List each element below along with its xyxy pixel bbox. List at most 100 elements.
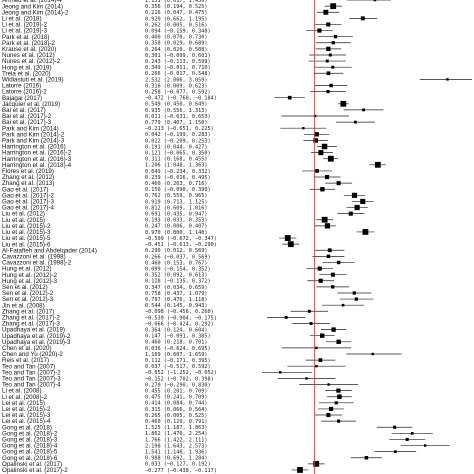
effect-ci-text: 0.112 (−0.171, 0.395)	[145, 358, 211, 364]
study-row: Gao et al. (2017)-4 0.812 (0.609, 1.016)	[2, 205, 368, 212]
study-label: Liu et al. (2015)-6	[2, 241, 51, 248]
study-label: Zhang et al. (2017)	[2, 308, 54, 315]
effect-size-marker	[328, 406, 334, 412]
effect-size-marker	[364, 455, 369, 460]
study-row: Gong et al. (2018) 1.525 (1.187, 1.863)	[2, 424, 413, 431]
effect-ci-text: 0.460 (0.153, 0.767)	[145, 260, 207, 266]
effect-size-marker	[353, 120, 357, 124]
study-label: Jeong and Kim (2014)-2	[2, 9, 69, 16]
study-label: Chen and Yu (2020)-2	[2, 351, 63, 358]
effect-size-marker	[371, 352, 374, 356]
effect-ci-text: −0.472 (−0.760, −0.184)	[145, 96, 217, 102]
study-row: Hung et al. (2012)-2 0.352 (0.092, 0.613)	[2, 272, 347, 279]
study-label: Nunes et al. (2012)-2	[2, 58, 61, 65]
study-row: Trela et al. (2020) 0.266 (−0.017, 0.548)	[2, 70, 344, 77]
effect-ci-text: 0.118 (−0.135, 0.372)	[145, 279, 211, 285]
study-label: Nunes et al. (2012)	[2, 52, 55, 59]
effect-size-marker	[318, 358, 323, 362]
effect-ci-text: 0.358 (0.029, 0.689)	[145, 41, 207, 47]
study-label: Harrington et al. (2016)-3	[2, 156, 72, 163]
study-label: Gong et al. (2018)-4	[2, 443, 58, 450]
study-label: Liu et al. (2012)	[2, 211, 45, 218]
study-row: Zhang et al. (2017)-3 −0.066 (−0.424, 0.2…	[2, 321, 330, 328]
effect-size-marker	[326, 254, 331, 259]
study-row: Cavazzoni et al. (1998)-2 0.460 (0.153, 0…	[2, 260, 355, 267]
effect-ci-text: 1.206 (1.048, 1.363)	[145, 163, 207, 169]
study-label: Upadhaya et al. (2019)-2	[2, 333, 71, 340]
effect-size-marker	[336, 388, 341, 393]
effect-size-marker	[336, 260, 341, 265]
study-row: Jeong and Kim (2014)-2 0.216 (0.047, 0.47…	[2, 9, 340, 16]
study-label: Zhang et al. (2012)	[2, 174, 54, 181]
effect-ci-text: 0.099 (−0.154, 0.352)	[145, 266, 211, 272]
effect-size-marker	[374, 161, 381, 168]
study-label: Zhang et al. (2017)-2	[2, 314, 60, 321]
effect-size-marker	[331, 41, 335, 45]
study-label: Bai et al. (2017)-3	[2, 119, 52, 126]
effect-ci-text: 0.037 (−0.517, 0.592)	[145, 364, 211, 370]
study-label: Zhang et al. (2017)-3	[2, 321, 60, 328]
study-row: Sen et al. (2012)-3 0.797 (0.476, 1.118)	[2, 296, 374, 303]
study-label: Lei et al. (2015)	[2, 400, 45, 407]
effect-size-marker	[354, 297, 358, 301]
effect-ci-text: 0.812 (0.609, 1.016)	[145, 205, 207, 211]
study-row: Li et al. (2008) 0.455 (0.201, 0.709)	[2, 388, 352, 395]
effect-size-marker	[327, 155, 334, 162]
effect-ci-text: 0.919 (0.713, 1.125)	[145, 199, 207, 205]
study-label: Li et al. (2008)	[2, 388, 42, 395]
study-row: Gong et al. (2018)-2 1.862 (1.470, 2.254)	[2, 430, 433, 437]
study-label: Harrington et al. (2016)	[2, 144, 66, 151]
effect-ci-text: 1.766 (1.422, 2.111)	[145, 437, 207, 443]
study-row: Liu et al. (2015)-5 −0.509 (−0.672, −0.34…	[2, 235, 297, 242]
study-row: Li et al. (2018) 0.920 (0.662, 1.195)	[2, 15, 378, 22]
study-label: Liu et al. (2015)-3	[2, 229, 51, 236]
effect-ci-text: 0.094 (−0.159, 0.348)	[145, 28, 211, 34]
study-label: Latorre (2016)	[2, 83, 41, 90]
study-label: Gong et al. (2018)	[2, 424, 52, 431]
effect-size-marker	[287, 241, 294, 248]
effect-ci-text: 0.460 (0.203, 0.716)	[145, 181, 207, 187]
effect-ci-text: 1.541 (1.146, 1.936)	[145, 450, 207, 456]
study-row: Harrington et al. (2016)-3 0.311 (0.168, …	[2, 155, 339, 163]
study-label: Park et al. (2018)	[2, 34, 49, 41]
effect-size-marker	[317, 266, 322, 271]
study-label: Al-Fatafteh and Abdelqader (2014)	[2, 247, 97, 254]
study-row: Cavazzoni et al. (1998) 0.266 (−0.037, 0.…	[2, 253, 345, 260]
effect-ci-text: 0.264 (0.020, 0.508)	[145, 47, 207, 53]
effect-ci-text: 0.316 (0.009, 0.623)	[145, 83, 207, 89]
study-label: Liu et al. (2015)-5	[2, 235, 51, 242]
effect-size-marker	[307, 309, 311, 313]
effect-ci-text: 0.475 (0.241, 0.709)	[145, 395, 207, 401]
study-row: Gong et al. (2018)-5 1.541 (1.146, 1.936)	[2, 449, 417, 456]
study-label: Cavazzoni et al. (1998)	[2, 253, 66, 260]
effect-size-marker	[340, 100, 347, 107]
study-row: Li et al. (2019)-2 0.262 (0.005, 0.516)	[2, 22, 342, 29]
effect-ci-text: 0.022 (−0.209, 0.253)	[145, 138, 211, 144]
study-row: Liu et al. (2012) 0.691 (0.435, 0.947)	[2, 211, 365, 218]
effect-ci-text: 0.691 (0.435, 0.947)	[145, 212, 207, 218]
study-label: Teo and Tan (2007)-4	[2, 382, 61, 389]
study-label: Li et al. (2019)-2	[2, 22, 48, 29]
study-row: Li et al. (2019)-3 0.094 (−0.159, 0.348)	[2, 28, 333, 35]
study-label: Sen et al. (2012)-3	[2, 296, 54, 303]
effect-size-marker	[313, 138, 318, 143]
study-label: Cavazzoni et al. (1998)-2	[2, 260, 72, 267]
effect-ci-text: 0.265 (0.005, 0.525)	[145, 413, 207, 419]
effect-size-marker	[302, 127, 305, 130]
effect-ci-text: 0.460 (0.218, 0.701)	[145, 340, 207, 346]
study-row: Upadhaya et al. (2019)-2 0.147 (−0.091, 0…	[2, 333, 335, 340]
study-label: Gao et al. (2017)	[2, 186, 48, 193]
effect-ci-text: 0.042 (−0.199, 0.283)	[145, 132, 211, 138]
study-label: Park and Kim (2014)-3	[2, 138, 65, 145]
study-row: Bajagai (2017) −0.472 (−0.760, −0.184)	[2, 95, 305, 102]
effect-size-marker	[321, 216, 328, 223]
effect-ci-text: 0.270 (−0.290, 0.830)	[145, 382, 211, 388]
study-row: Ahmed et al. (2014)-4 1.151 (0.617, 1.456…	[2, 0, 391, 4]
study-row: Chen et al. (2020) 0.036 (−0.624, 0.695)	[2, 345, 351, 352]
study-row: Lei et al. (2015) 0.414 (0.084, 0.744)	[2, 400, 354, 407]
study-row: Jeong and Kim (2014) 0.356 (0.194, 0.525)	[2, 3, 343, 10]
study-row: Zhang et al. (2017)-2 −0.539 (−0.904, −0.…	[2, 314, 306, 321]
study-label: Latorre (2016)-2	[2, 89, 47, 96]
study-label: Gao et al. (2017)-2	[2, 192, 54, 199]
